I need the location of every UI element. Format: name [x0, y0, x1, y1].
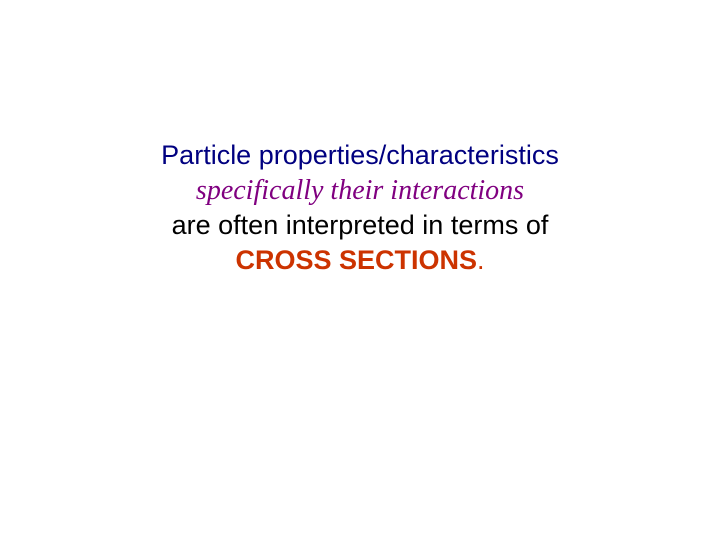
line-1: Particle properties/characteristics — [0, 138, 720, 173]
line-3: are often interpreted in terms of — [0, 208, 720, 243]
cross-sections-text: CROSS SECTIONS — [235, 245, 477, 275]
slide: Particle properties/characteristics spec… — [0, 0, 720, 540]
line-2: specifically their interactions — [0, 173, 720, 209]
slide-text-block: Particle properties/characteristics spec… — [0, 138, 720, 277]
period: . — [477, 245, 485, 275]
line-4: CROSS SECTIONS. — [0, 243, 720, 278]
